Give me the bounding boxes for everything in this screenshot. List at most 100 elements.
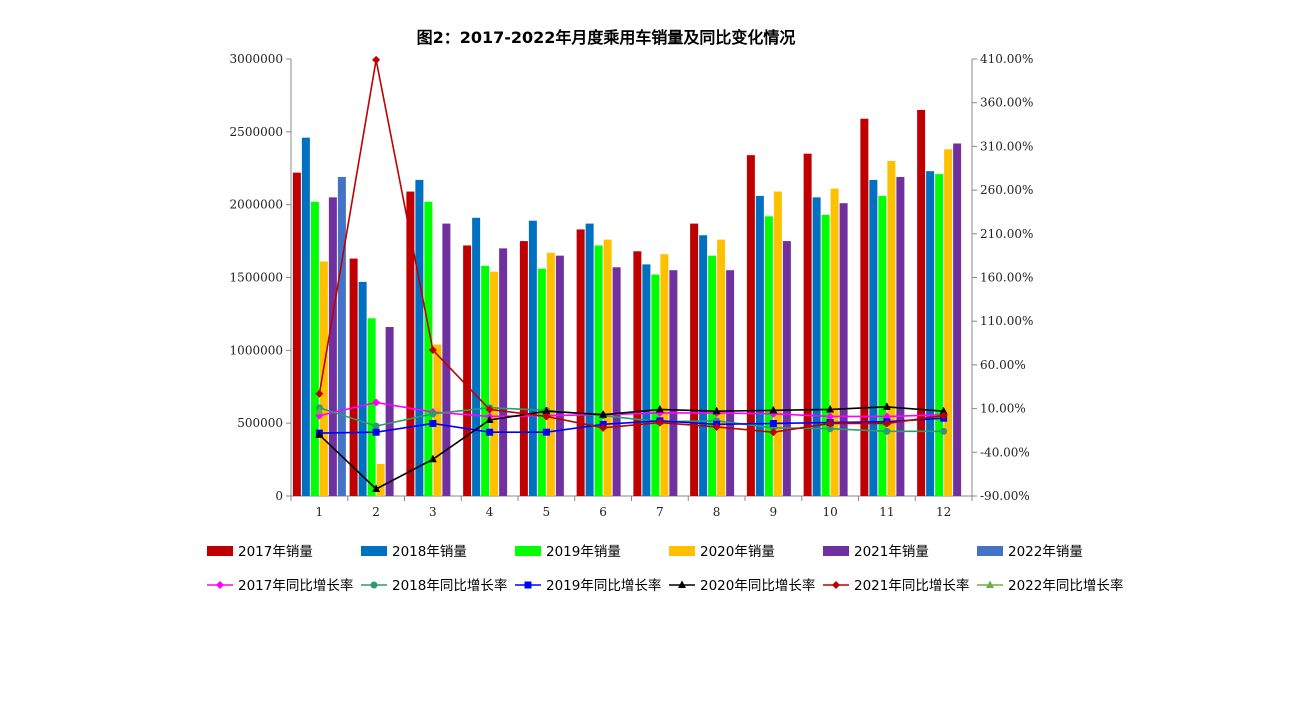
legend-label: 2021年销量	[854, 544, 929, 560]
x-tick-label: 11	[879, 505, 894, 519]
legend-label: 2019年销量	[546, 544, 621, 560]
data-point	[826, 419, 835, 428]
bar	[896, 176, 905, 497]
x-tick-label: 7	[656, 505, 664, 519]
data-point	[655, 418, 664, 427]
right-tick-label: 310.00%	[980, 139, 1033, 153]
bar	[812, 197, 821, 496]
bar	[433, 344, 442, 496]
data-point	[428, 346, 437, 355]
bar	[782, 241, 791, 496]
data-point	[678, 580, 686, 588]
bar	[490, 271, 499, 496]
bar	[385, 327, 394, 496]
data-point	[485, 405, 494, 414]
bar	[472, 217, 481, 496]
bar	[310, 201, 319, 496]
x-tick-label: 1	[316, 505, 324, 519]
bar	[415, 179, 424, 497]
bar	[887, 160, 896, 496]
x-tick-label: 2	[372, 505, 380, 519]
legend-label: 2019年同比增长率	[546, 577, 661, 594]
bar	[935, 174, 944, 496]
x-tick-label: 12	[936, 505, 951, 519]
x-tick-label: 9	[770, 505, 778, 519]
bar	[690, 223, 699, 496]
bar-series-group	[292, 109, 962, 497]
data-point	[542, 428, 550, 436]
right-tick-label: 10.00%	[980, 402, 1026, 416]
data-point	[429, 419, 437, 427]
data-point	[712, 422, 721, 431]
bar	[717, 239, 726, 497]
line-series-group	[315, 55, 948, 493]
bar	[642, 264, 651, 496]
bar	[367, 318, 376, 496]
bar	[292, 172, 301, 496]
bar	[839, 203, 848, 496]
bar	[860, 118, 869, 497]
bar	[528, 220, 537, 496]
bar	[726, 270, 735, 496]
data-point	[372, 422, 380, 430]
bar	[603, 239, 612, 497]
bar	[708, 255, 717, 496]
legend-swatch	[669, 546, 695, 556]
bar	[633, 251, 642, 496]
legend-label: 2020年销量	[700, 544, 775, 560]
data-point	[315, 430, 324, 438]
data-point	[524, 581, 532, 589]
bar	[555, 255, 564, 496]
bar	[442, 223, 451, 496]
bar	[319, 261, 328, 496]
right-tick-label: 410.00%	[980, 52, 1033, 66]
legend-swatch	[977, 546, 1003, 556]
bar	[537, 268, 546, 496]
data-point	[216, 581, 224, 589]
bar	[349, 258, 358, 496]
bar	[917, 109, 926, 496]
data-point	[428, 454, 437, 463]
series-line	[319, 401, 944, 418]
right-tick-label: 60.00%	[980, 358, 1026, 372]
bar	[376, 463, 385, 496]
bar	[773, 191, 782, 496]
data-point	[599, 410, 608, 418]
data-point	[939, 411, 948, 420]
bar	[585, 223, 594, 496]
bar	[755, 195, 764, 496]
data-point	[542, 412, 551, 421]
bar	[953, 143, 962, 496]
x-tick-label: 5	[543, 505, 551, 519]
axes: 0 500000 1000000 1500000 2000000 2500000 30000…	[230, 52, 1034, 519]
data-point	[826, 412, 835, 421]
bar	[660, 254, 669, 496]
data-point	[939, 406, 948, 415]
x-tick-label: 10	[822, 505, 837, 519]
bar	[463, 245, 472, 496]
bar	[669, 270, 678, 496]
right-tick-label: 160.00%	[980, 271, 1033, 285]
bar	[869, 179, 878, 497]
bar	[926, 171, 935, 496]
bar	[576, 229, 585, 496]
right-tick-label: 360.00%	[980, 96, 1033, 110]
bar	[830, 188, 839, 497]
x-tick-label: 6	[599, 505, 607, 519]
legend-swatch	[361, 546, 387, 556]
bar	[481, 265, 490, 496]
bar	[651, 274, 660, 496]
series-line	[318, 59, 944, 434]
legend-label: 2021年同比增长率	[854, 577, 969, 594]
legend-label: 2020年同比增长率	[700, 577, 815, 594]
bar	[764, 216, 773, 496]
left-tick-label: 0	[275, 489, 283, 503]
data-point	[712, 406, 721, 415]
bar	[337, 176, 346, 497]
left-tick-label: 1500000	[230, 271, 283, 285]
legend-swatch	[207, 546, 233, 556]
left-tick-label: 2500000	[230, 125, 283, 139]
bar	[328, 197, 337, 496]
bar	[878, 195, 887, 496]
